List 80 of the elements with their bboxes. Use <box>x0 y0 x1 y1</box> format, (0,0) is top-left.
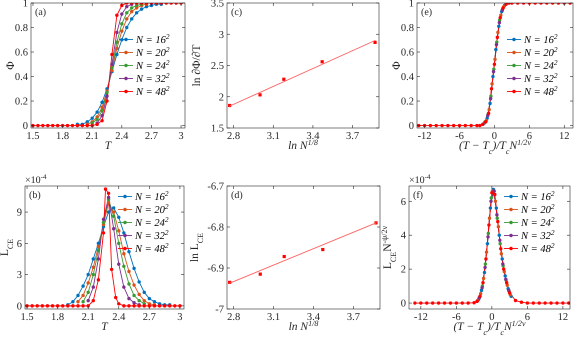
legend-label: N = 32$^{2}$ <box>134 228 169 242</box>
annotation: (f) <box>413 190 423 201</box>
y-axis-title: ln ∂Φ/∂T <box>191 44 203 86</box>
annotation: ×10$^{-4}$ <box>25 173 47 186</box>
x-tick-label: 2.4 <box>115 131 130 142</box>
legend-label: N = 32$^{2}$ <box>135 70 170 85</box>
x-tick-label: 1.8 <box>56 131 70 142</box>
y-tick-label: 3 <box>16 270 22 282</box>
x-tick-label: 2.7 <box>142 312 156 323</box>
y-tick-label: 0.8 <box>400 23 414 34</box>
y-tick-label: 0.4 <box>400 72 415 84</box>
y-tick-label: 0.6 <box>400 48 414 59</box>
y-tick-label: -6.7 <box>207 182 224 192</box>
legend-label: N = 48$^{2}$ <box>134 240 169 255</box>
x-axis-title: T <box>104 140 113 152</box>
y-tick-label: -6.8 <box>207 222 224 234</box>
y-tick-label: 0 <box>408 121 414 132</box>
legend-label: N = 24$^{2}$ <box>134 214 169 229</box>
y-axis-title: Φ <box>391 60 403 70</box>
annotation: (d) <box>231 190 243 201</box>
legend-label: N = 24$^{2}$ <box>520 214 555 229</box>
x-tick-label: -12 <box>414 312 428 323</box>
y-tick-label: 6 <box>400 196 406 208</box>
x-tick-label: 2.8 <box>227 312 240 323</box>
x-axis-title: T <box>101 321 110 333</box>
legend-label: N = 20$^{2}$ <box>134 202 169 216</box>
y-tick-label: 0 <box>16 301 22 312</box>
annotation: (e) <box>421 7 432 18</box>
y-tick-label: 0.2 <box>14 96 28 108</box>
y-tick-label: 0.8 <box>14 23 28 34</box>
x-tick-label: 2.1 <box>82 312 95 323</box>
y-tick-label: 0.6 <box>14 48 28 59</box>
x-tick-label: 12 <box>558 312 568 323</box>
legend-label: N = 16$^{2}$ <box>135 32 170 46</box>
y-tick-label: 2.5 <box>210 61 224 72</box>
legend-label: N = 48$^{2}$ <box>520 240 555 255</box>
annotation: (b) <box>29 190 41 201</box>
legend-label: N = 16$^{2}$ <box>520 188 555 203</box>
legend-label: N = 20$^{2}$ <box>520 202 555 216</box>
legend-label: N = 16$^{2}$ <box>134 188 169 203</box>
legend-label: N = 48$^{2}$ <box>523 84 558 98</box>
legend-label: N = 20$^{2}$ <box>135 44 170 59</box>
x-tick-label: 3 <box>178 131 184 142</box>
legend-label: N = 16$^{2}$ <box>523 32 558 46</box>
x-tick-label: -12 <box>418 131 432 142</box>
annotation: (c) <box>231 7 242 18</box>
x-tick-label: 2.1 <box>86 131 99 142</box>
x-tick-label: 3.7 <box>346 131 360 142</box>
x-tick-label: 2.7 <box>144 131 158 142</box>
y-tick-label: 3 <box>218 30 224 41</box>
y-tick-label: -6.9 <box>207 264 224 274</box>
y-tick-label: 0 <box>400 298 406 310</box>
y-tick-label: 0.4 <box>14 72 29 84</box>
x-tick-label: 3 <box>177 312 183 323</box>
legend-label: N = 32$^{2}$ <box>523 70 558 85</box>
y-tick-label: 2 <box>400 264 406 276</box>
y-tick-label: 1.5 <box>210 124 224 134</box>
y-tick-label: 6 <box>16 238 22 250</box>
text: ×10$^{-4}$ <box>409 173 431 186</box>
legend-label: N = 48$^{2}$ <box>135 84 170 98</box>
y-tick-label: 9 <box>16 208 22 219</box>
legend-label: N = 24$^{2}$ <box>135 58 170 72</box>
x-tick-label: 3.7 <box>346 312 360 323</box>
y-tick-label: 0.2 <box>400 96 414 108</box>
x-tick-label: 3.1 <box>266 131 280 142</box>
legend-label: N = 24$^{2}$ <box>523 58 558 72</box>
x-tick-label: 1.8 <box>51 312 64 323</box>
y-tick-label: 2 <box>218 92 224 104</box>
y-tick-label: -7 <box>215 304 224 316</box>
x-tick-label: 2.4 <box>112 312 126 323</box>
legend-label: N = 32$^{2}$ <box>520 228 555 242</box>
x-tick-label: 2.8 <box>227 131 240 142</box>
x-tick-label: 12 <box>559 131 570 142</box>
x-tick-label: 6 <box>524 312 530 323</box>
y-tick-label: 4 <box>400 230 407 242</box>
y-tick-label: 0 <box>22 121 28 132</box>
y-axis-title: Φ <box>5 60 17 70</box>
legend-label: N = 20$^{2}$ <box>523 44 558 59</box>
x-tick-label: 3.1 <box>267 312 280 323</box>
annotation: (a) <box>35 7 46 18</box>
